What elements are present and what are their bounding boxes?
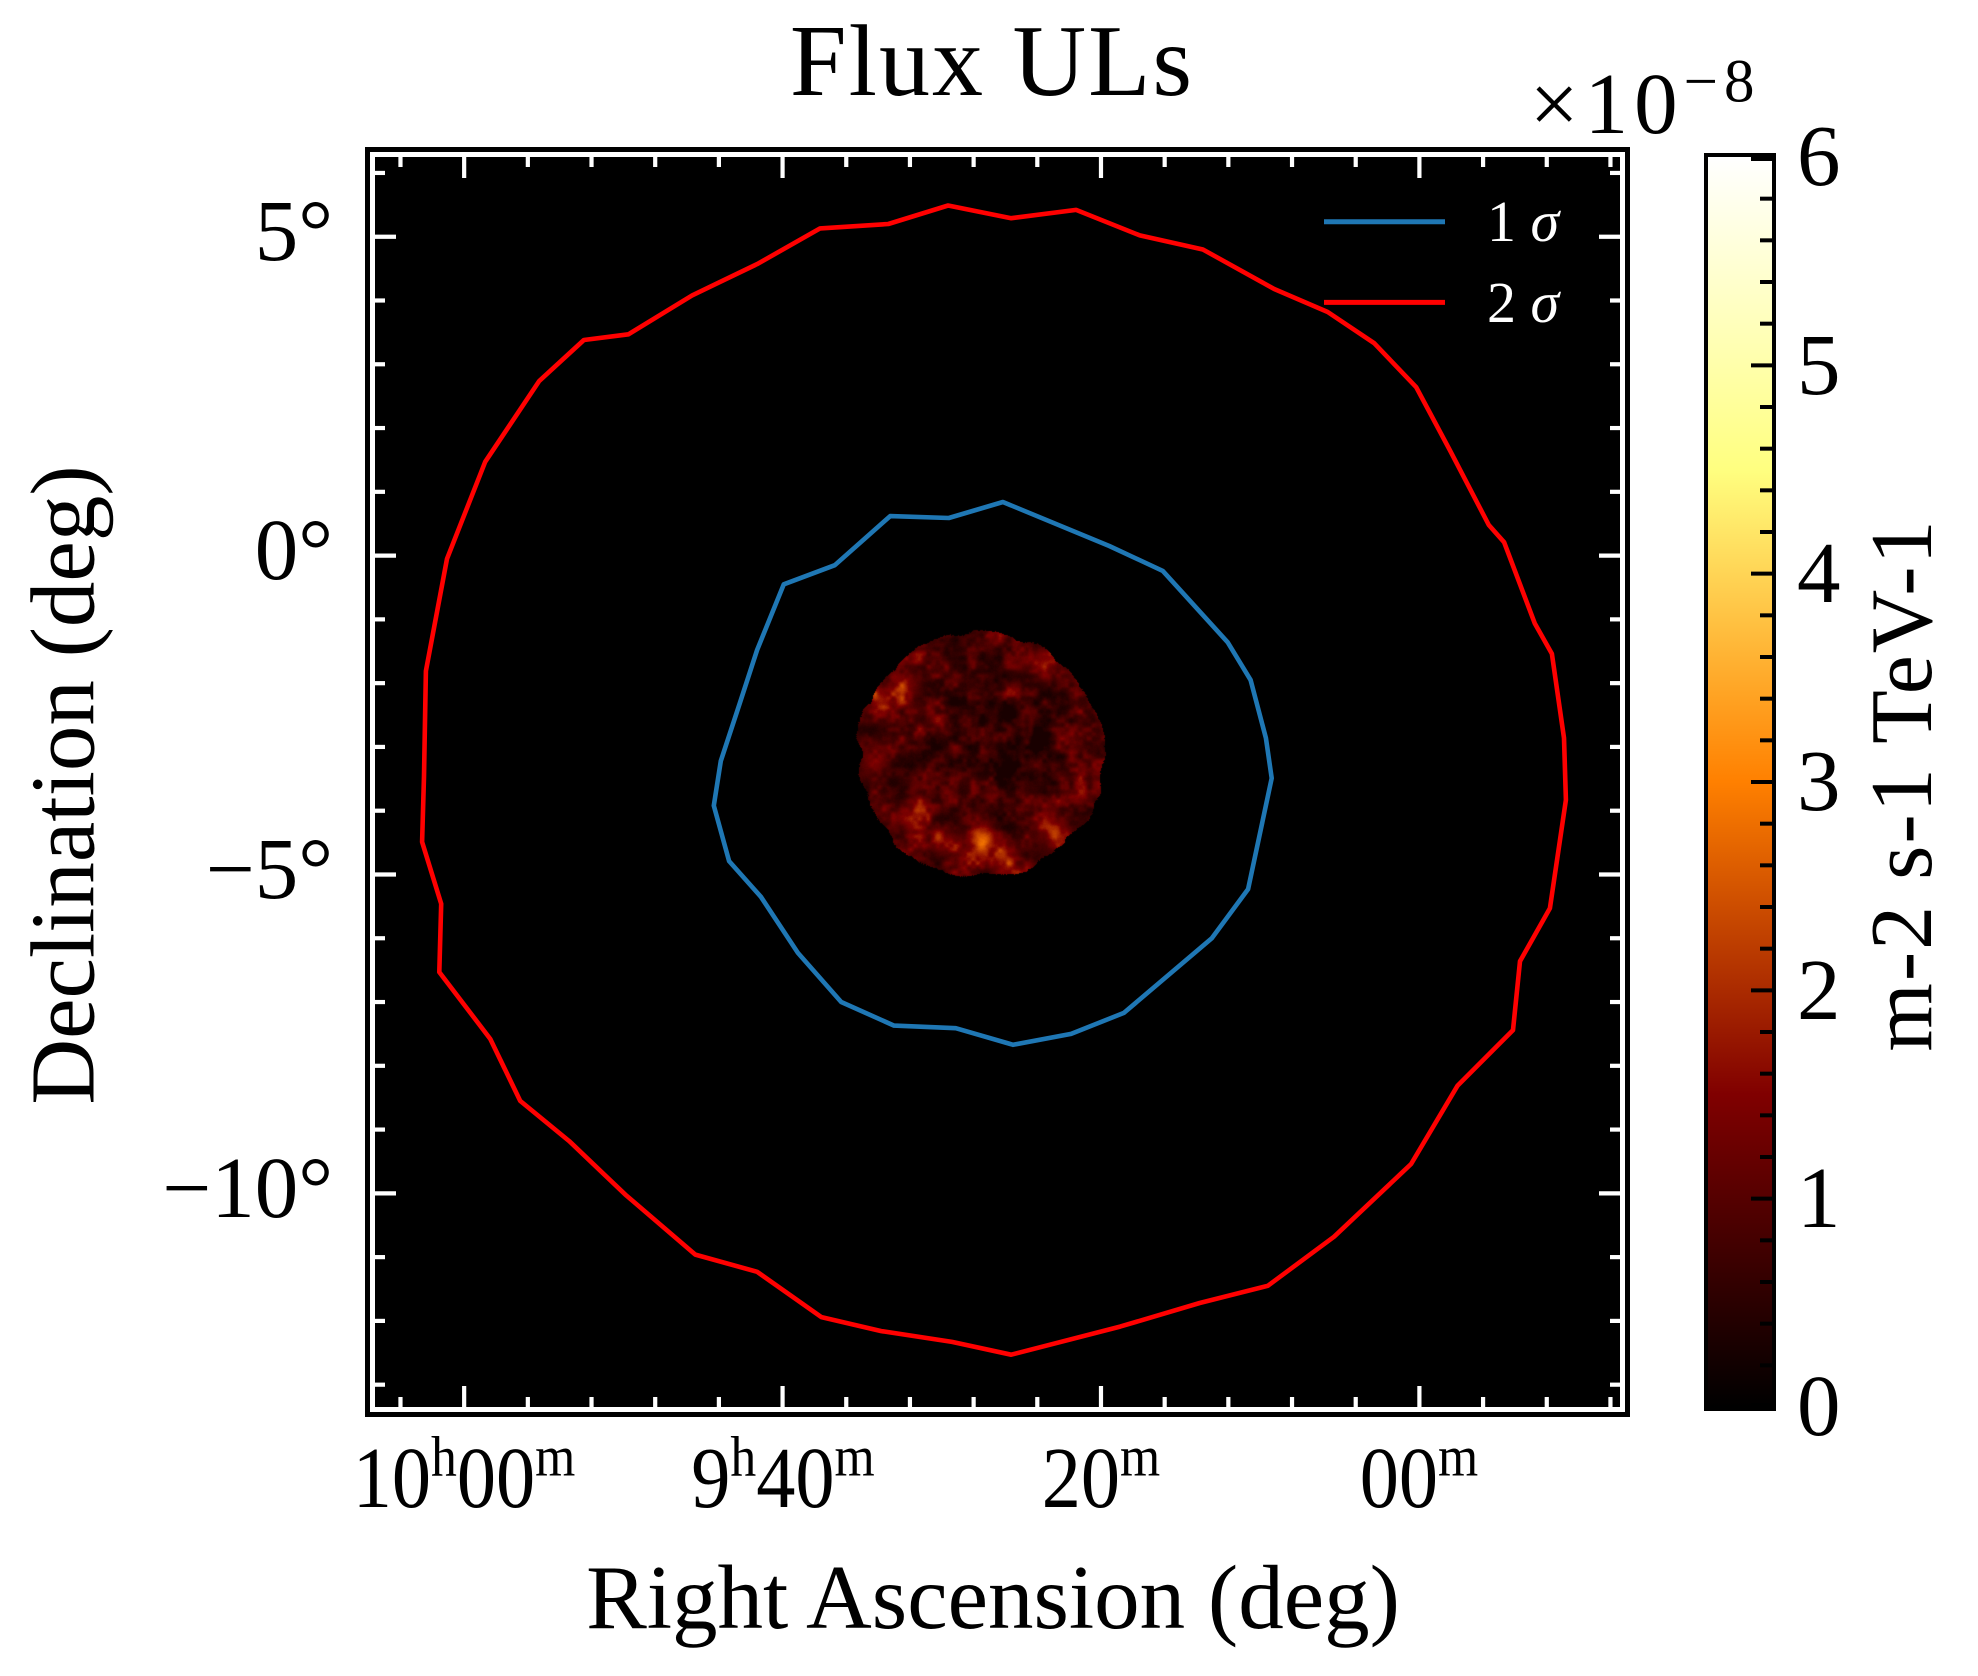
x-tick-label-main: 00: [1360, 1429, 1439, 1526]
flux-map-image: [848, 622, 1113, 887]
page-title: Flux ULs: [789, 5, 1195, 118]
legend-label-1sigma: 1 σ: [1487, 193, 1559, 251]
y-tick-label: −5°: [205, 819, 333, 917]
legend-num: 1: [1487, 189, 1516, 255]
x-tick-label-sup: h: [729, 1425, 756, 1489]
x-tick-label: 00m: [1360, 1428, 1478, 1521]
x-ticks: [398, 157, 1613, 1407]
legend-lines: [1324, 219, 1445, 305]
colorbar-tick-label: 3: [1797, 732, 1841, 830]
y-axis-label: Declination (deg): [12, 465, 114, 1105]
x-tick-label-sup: m: [535, 1425, 576, 1489]
x-tick-label: 10h00m: [353, 1428, 576, 1521]
x-tick-label-main: 20: [1041, 1429, 1121, 1526]
x-tick-label-main: 00: [456, 1429, 536, 1526]
x-tick-label-sup: m: [1120, 1425, 1161, 1489]
y-tick-label: 0°: [254, 500, 333, 598]
colorbar-tick-label: 6: [1797, 107, 1841, 205]
legend-label-2sigma: 2 σ: [1487, 273, 1559, 332]
x-tick-label: 20m: [1042, 1428, 1160, 1521]
contour-2sigma: [419, 203, 1569, 1357]
x-tick-label-main: 9: [690, 1429, 730, 1526]
legend-sigma-symbol: σ: [1516, 269, 1560, 335]
x-tick-label-sup: m: [1438, 1425, 1479, 1489]
contour-1sigma: [711, 499, 1275, 1048]
x-tick-label-sup: m: [834, 1425, 875, 1489]
colorbar-label: m-2 s-1 TeV-1: [1854, 518, 1951, 1052]
plot-svg: [375, 157, 1620, 1407]
colorbar-tick-label: 4: [1797, 523, 1841, 621]
colorbar-tick-label: 0: [1797, 1357, 1841, 1455]
colorbar-tick-label: 2: [1797, 940, 1841, 1038]
y-tick-label: −10°: [162, 1138, 333, 1236]
x-tick-label-sup: h: [431, 1425, 457, 1489]
y-tick-label: 5°: [254, 181, 333, 279]
colorbar-offset-text: ×10−8: [1529, 48, 1761, 152]
x-tick-label-main: 40: [755, 1429, 835, 1526]
y-ticks: [375, 170, 1620, 1387]
colorbar-tick-label: 5: [1797, 315, 1841, 413]
x-axis-label: Right Ascension (deg): [586, 1547, 1400, 1648]
legend-num: 2: [1487, 269, 1516, 335]
legend-sigma-symbol: σ: [1516, 189, 1560, 255]
x-tick-label-main: 10: [352, 1429, 432, 1526]
x-tick-label: 9h40m: [691, 1428, 874, 1521]
colorbar-tick-label: 1: [1797, 1148, 1841, 1246]
colorbar-ticks: [1751, 157, 1772, 1407]
